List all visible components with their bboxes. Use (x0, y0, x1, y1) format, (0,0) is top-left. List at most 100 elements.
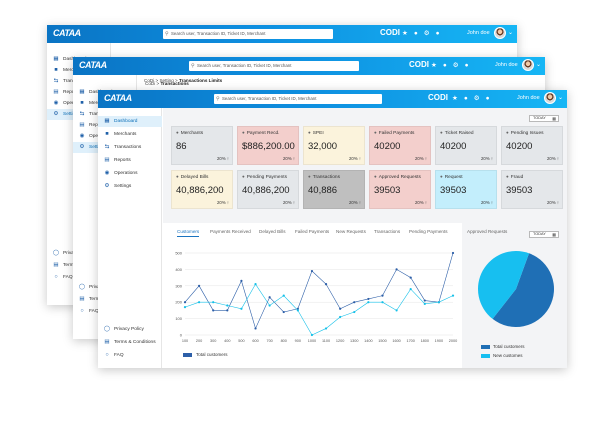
sidebar-item-reports[interactable]: ▤Reports (73, 120, 137, 131)
legend-swatch-total (183, 353, 192, 357)
search-placeholder: Search user, Transaction ID, Ticket ID, … (222, 96, 317, 101)
tab-delayed-bills[interactable]: Delayed Bills (259, 229, 286, 234)
topbar: CATAA ⚲ Search user, Transaction ID, Tic… (47, 25, 517, 43)
stat-card[interactable]: ● Fraud 39503 20% ↑ (501, 170, 563, 209)
stat-card[interactable]: ● Merchants 86 20% ↑ (171, 126, 233, 165)
search-input[interactable]: ⚲ Search user, Transaction ID, Ticket ID… (189, 61, 359, 71)
y-tick-label: 300 (175, 283, 182, 288)
data-point (212, 301, 215, 304)
card-value: 39503 (506, 185, 533, 196)
chevron-down-icon[interactable]: ⌄ (536, 62, 542, 68)
card-percent: 20% ↑ (415, 200, 427, 205)
x-tick-label: 900 (295, 339, 301, 343)
gear-icon: ⚙ (104, 183, 110, 189)
sidebar-item-faq[interactable]: ○ FAQ (98, 350, 162, 361)
logo: CATAA (53, 28, 81, 38)
gear-icon: ⚙ (79, 144, 85, 150)
data-point (268, 304, 271, 307)
x-tick-label: 1400 (364, 339, 372, 343)
topbar: CATAA ⚲ Search user, Transaction ID, Tic… (98, 90, 567, 108)
sidebar-item-reports[interactable]: ▤Reports (98, 155, 162, 166)
stat-card[interactable]: ● Failed Payments 40200 20% ↑ (369, 126, 431, 165)
user-name[interactable]: John doe (495, 62, 518, 68)
avatar[interactable] (522, 59, 534, 71)
x-tick-label: 600 (252, 339, 258, 343)
tab-pending-payments[interactable]: Pending Payments (409, 229, 448, 234)
people-icon: ● (440, 130, 443, 135)
users-icon[interactable]: ● (464, 62, 475, 69)
gear-icon[interactable]: ⚙ (423, 30, 436, 37)
card-title: ● Ticket Raised (440, 130, 474, 136)
card-value: 40200 (506, 141, 533, 152)
chart-date-filter[interactable]: TODAY ▦ (529, 231, 559, 238)
tab-new-requests[interactable]: New Requests (336, 229, 366, 234)
avatar[interactable] (544, 92, 556, 104)
card-value: 40,886,200 (242, 185, 290, 196)
stat-card[interactable]: ● Transactions 40,886 20% ↑ (303, 170, 365, 209)
bell-icon[interactable]: ● (413, 30, 424, 37)
merchants-icon: ■ (105, 131, 109, 137)
sidebar-item-operations[interactable]: ◉Operations (98, 168, 162, 179)
tab-transactions[interactable]: Transactions (374, 229, 401, 234)
user-name[interactable]: John doe (467, 30, 490, 36)
card-title: ● Approved Requests (374, 174, 421, 180)
merchants-icon: ■ (80, 100, 84, 106)
y-tick-label: 0 (180, 333, 183, 338)
avatar[interactable] (494, 27, 506, 39)
data-point (296, 309, 299, 312)
stat-card[interactable]: ● SPEI 32,000 20% ↑ (303, 126, 365, 165)
users-icon[interactable]: ● (435, 30, 446, 37)
card-title: ● Delayed Bills (176, 174, 209, 180)
logo: CATAA (104, 93, 132, 103)
logo: CATAA (79, 60, 107, 70)
star-icon[interactable]: ★ (431, 62, 443, 69)
chevron-down-icon[interactable]: ⌄ (558, 95, 564, 101)
sidebar-item-reports[interactable]: ▤Reports (47, 87, 111, 98)
sidebar-item-privacy[interactable]: ◯Privacy Policy (98, 324, 162, 335)
data-point (240, 307, 243, 310)
search-input[interactable]: ⚲ Search user, Transaction ID, Ticket ID… (163, 29, 333, 39)
sidebar-item-settings[interactable]: ⚙Settings (98, 181, 162, 192)
sidebar-item-faq[interactable]: ○ FAQ (73, 306, 137, 317)
stat-card[interactable]: ● Approved Requests 39503 20% ↑ (369, 170, 431, 209)
legend-total-customers: Total customers (196, 352, 228, 357)
sidebar-item-merchants[interactable]: ■Merchants (98, 129, 162, 140)
sidebar-item-terms[interactable]: ▤Terms & Conditions (98, 337, 162, 348)
bell-icon[interactable]: ● (442, 62, 453, 69)
tab-failed-payments[interactable]: Failed Payments (295, 229, 330, 234)
star-icon[interactable]: ★ (402, 30, 414, 37)
gear-icon: ⚙ (53, 111, 59, 117)
stat-card[interactable]: ● Payment Recd. $886,200.00 20% ↑ (237, 126, 299, 165)
bell-icon[interactable]: ● (463, 95, 474, 102)
stat-card[interactable]: ● Ticket Raised 40200 20% ↑ (435, 126, 497, 165)
stat-card[interactable]: ● Delayed Bills 40,886,200 20% ↑ (171, 170, 233, 209)
gear-icon[interactable]: ⚙ (473, 95, 486, 102)
sidebar-item-faq[interactable]: ○ FAQ (47, 272, 111, 283)
card-percent: 20% ↑ (217, 200, 229, 205)
data-point (310, 333, 314, 337)
tab-payments-received[interactable]: Payments Received (210, 229, 251, 234)
stat-card[interactable]: ● Request 39503 20% ↑ (435, 170, 497, 209)
sidebar-item-dashboard[interactable]: ▦Dashboard (98, 116, 162, 127)
series-line-0 (184, 252, 454, 330)
card-percent: 20% ↑ (283, 156, 295, 161)
users-icon[interactable]: ● (485, 95, 496, 102)
date-filter[interactable]: TODAY ▦ (529, 115, 559, 122)
operations-icon: ◉ (53, 100, 59, 106)
user-name[interactable]: John doe (517, 95, 540, 101)
tab-approved-requests[interactable]: Approved Requests (467, 229, 508, 234)
shield-icon: ◯ (52, 250, 60, 256)
star-icon[interactable]: ★ (452, 95, 464, 102)
search-input[interactable]: ⚲ Search user, Transaction ID, Ticket ID… (214, 94, 382, 104)
pie-slice (478, 251, 530, 319)
sidebar-item-transactions[interactable]: ⇆Transactions (98, 142, 162, 153)
stat-card[interactable]: ● Pending Payments 40,886,200 20% ↑ (237, 170, 299, 209)
card-percent: 20% ↑ (283, 200, 295, 205)
series-line-1 (184, 283, 454, 336)
card-value: 40,886,200 (176, 185, 224, 196)
tab-customers[interactable]: Customers (177, 229, 200, 237)
y-tick-label: 100 (175, 316, 182, 321)
gear-icon[interactable]: ⚙ (452, 62, 465, 69)
chevron-down-icon[interactable]: ⌄ (508, 30, 514, 36)
stat-card[interactable]: ● Pending Issues 40200 20% ↑ (501, 126, 563, 165)
